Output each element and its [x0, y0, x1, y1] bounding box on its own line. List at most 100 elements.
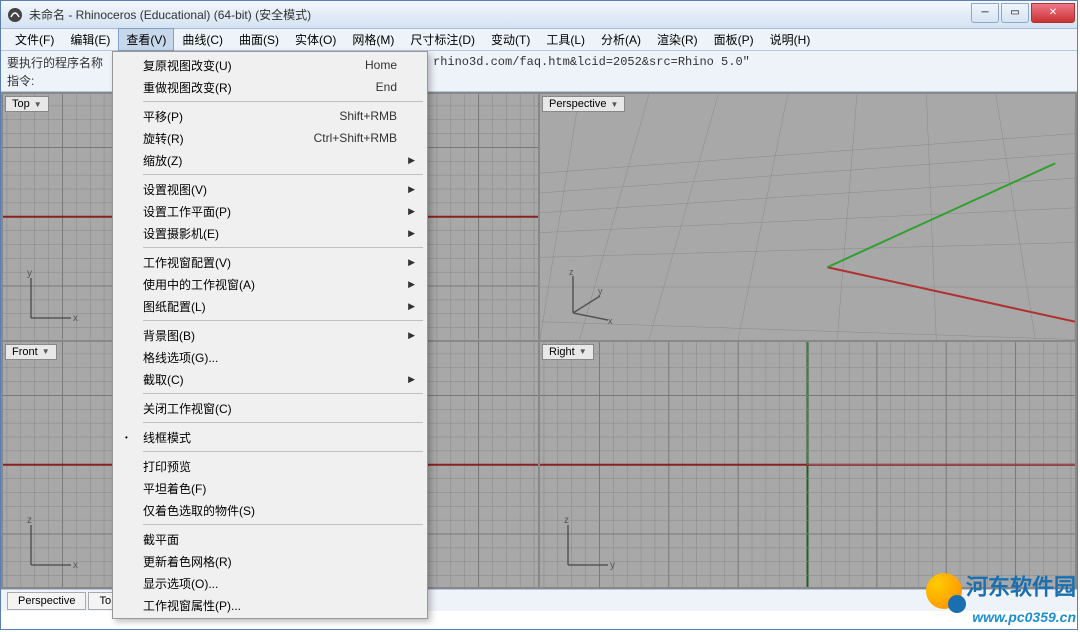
- menu-entry[interactable]: 平坦着色(F): [115, 477, 425, 499]
- menu-separator: [143, 422, 423, 423]
- viewport-label-perspective[interactable]: Perspective▼: [542, 96, 625, 112]
- submenu-arrow-icon: ▶: [408, 279, 415, 290]
- menu-entry-label: 图纸配置(L): [143, 298, 206, 315]
- menu-entry[interactable]: 格线选项(G)...: [115, 346, 425, 368]
- menu-separator: [143, 524, 423, 525]
- menu-entry-label: 截平面: [143, 531, 179, 548]
- menu-item[interactable]: 文件(F): [7, 28, 62, 51]
- viewport-perspective[interactable]: Perspective▼ x z y: [540, 94, 1075, 340]
- menu-entry[interactable]: 旋转(R) Ctrl+Shift+RMB: [115, 127, 425, 149]
- view-menu-dropdown: 复原视图改变(U)Home重做视图改变(R)End 平移(P) Shift+RMB 旋…: [112, 51, 428, 619]
- submenu-arrow-icon: ▶: [408, 257, 415, 268]
- menu-item[interactable]: 编辑(E): [62, 28, 118, 51]
- menu-entry-label: 旋转(R): [143, 130, 184, 147]
- submenu-arrow-icon: ▶: [408, 330, 415, 341]
- menu-entry[interactable]: 复原视图改变(U)Home: [115, 54, 425, 76]
- bullet-icon: •: [125, 433, 128, 442]
- menu-entry[interactable]: 设置工作平面(P)▶: [115, 200, 425, 222]
- grid-perspective: [540, 94, 1075, 340]
- svg-text:x: x: [73, 313, 78, 324]
- menu-entry-label: 设置视图(V): [143, 181, 207, 198]
- menu-item[interactable]: 说明(H): [762, 28, 819, 51]
- window-controls: ─ ▭ ✕: [969, 3, 1075, 23]
- menu-entry[interactable]: 平移(P) Shift+RMB: [115, 105, 425, 127]
- menu-shortcut: Shift+RMB: [339, 109, 397, 123]
- titlebar: 未命名 - Rhinoceros (Educational) (64-bit) …: [1, 1, 1077, 29]
- viewport-label-front[interactable]: Front▼: [5, 344, 57, 360]
- maximize-button[interactable]: ▭: [1001, 3, 1029, 23]
- svg-text:z: z: [564, 515, 569, 526]
- menu-entry-label: 工作视窗配置(V): [143, 254, 231, 271]
- menu-entry[interactable]: 重做视图改变(R)End: [115, 76, 425, 98]
- cmd-label-1: 要执行的程序名称: [7, 54, 103, 71]
- minimize-button[interactable]: ─: [971, 3, 999, 23]
- cmd-label-2: 指令:: [7, 72, 34, 89]
- svg-text:z: z: [569, 268, 574, 277]
- menu-item[interactable]: 尺寸标注(D): [402, 28, 483, 51]
- svg-text:x: x: [608, 316, 613, 326]
- svg-text:y: y: [27, 268, 32, 279]
- submenu-arrow-icon: ▶: [408, 228, 415, 239]
- svg-text:y: y: [598, 286, 603, 296]
- menu-entry[interactable]: 设置摄影机(E) ▶: [115, 222, 425, 244]
- menu-entry[interactable]: 更新着色网格(R): [115, 550, 425, 572]
- menu-entry-label: 关闭工作视窗(C): [143, 400, 232, 417]
- menu-entry[interactable]: 背景图(B) ▶: [115, 324, 425, 346]
- menu-separator: [143, 101, 423, 102]
- menu-entry-label: 设置摄影机(E): [143, 225, 219, 242]
- axis-indicator-top: x y: [21, 268, 81, 328]
- menu-entry-label: 平移(P): [143, 108, 183, 125]
- menu-entry[interactable]: 截平面: [115, 528, 425, 550]
- menu-item[interactable]: 渲染(R): [649, 28, 706, 51]
- menu-item[interactable]: 曲面(S): [231, 28, 287, 51]
- menu-entry[interactable]: 使用中的工作视窗(A)▶: [115, 273, 425, 295]
- viewport-label-right[interactable]: Right▼: [542, 344, 594, 360]
- svg-text:x: x: [73, 560, 78, 571]
- menu-entry-label: 格线选项(G)...: [143, 349, 218, 366]
- menu-item[interactable]: 查看(V): [118, 28, 174, 51]
- viewport-tab[interactable]: Perspective: [7, 592, 86, 610]
- watermark-icon: [926, 573, 962, 609]
- menu-entry[interactable]: 缩放(Z) ▶: [115, 149, 425, 171]
- menu-entry[interactable]: 截取(C)▶: [115, 368, 425, 390]
- menu-item[interactable]: 工具(L): [538, 28, 593, 51]
- axis-indicator-perspective: x z y: [558, 268, 618, 328]
- menu-separator: [143, 451, 423, 452]
- menu-entry[interactable]: 工作视窗配置(V) ▶: [115, 251, 425, 273]
- viewport-right[interactable]: Right▼ y z: [540, 342, 1075, 588]
- menu-entry[interactable]: 仅着色选取的物件(S): [115, 499, 425, 521]
- chevron-down-icon: ▼: [42, 347, 50, 356]
- app-icon: [7, 7, 23, 23]
- menu-item[interactable]: 实体(O): [287, 28, 344, 51]
- menu-entry-label: 设置工作平面(P): [143, 203, 231, 220]
- menu-entry-label: 显示选项(O)...: [143, 575, 218, 592]
- chevron-down-icon: ▼: [579, 347, 587, 356]
- menu-shortcut: End: [376, 80, 397, 94]
- menu-entry-label: 打印预览: [143, 458, 191, 475]
- svg-text:y: y: [610, 560, 615, 571]
- menu-item[interactable]: 曲线(C): [174, 28, 231, 51]
- menu-shortcut: Ctrl+Shift+RMB: [314, 131, 397, 145]
- close-button[interactable]: ✕: [1031, 3, 1075, 23]
- menu-entry[interactable]: 设置视图(V) ▶: [115, 178, 425, 200]
- window-title: 未命名 - Rhinoceros (Educational) (64-bit) …: [29, 6, 969, 23]
- menu-entry-label: 背景图(B): [143, 327, 195, 344]
- menu-entry[interactable]: 图纸配置(L)▶: [115, 295, 425, 317]
- menu-entry[interactable]: 显示选项(O)...: [115, 572, 425, 594]
- menu-separator: [143, 320, 423, 321]
- menu-entry-label: 缩放(Z): [143, 152, 182, 169]
- axis-indicator-front: x z: [21, 515, 81, 575]
- menu-item[interactable]: 分析(A): [593, 28, 649, 51]
- menu-entry[interactable]: 打印预览: [115, 455, 425, 477]
- menu-item[interactable]: 网格(M): [344, 28, 402, 51]
- viewport-label-top[interactable]: Top▼: [5, 96, 49, 112]
- submenu-arrow-icon: ▶: [408, 184, 415, 195]
- axis-indicator-right: y z: [558, 515, 618, 575]
- menu-entry-label: 平坦着色(F): [143, 480, 206, 497]
- menu-entry[interactable]: 关闭工作视窗(C): [115, 397, 425, 419]
- menu-item[interactable]: 变动(T): [483, 28, 538, 51]
- menu-entry[interactable]: 工作视窗属性(P)...: [115, 594, 425, 616]
- menu-entry[interactable]: •线框模式: [115, 426, 425, 448]
- submenu-arrow-icon: ▶: [408, 155, 415, 166]
- menu-item[interactable]: 面板(P): [706, 28, 762, 51]
